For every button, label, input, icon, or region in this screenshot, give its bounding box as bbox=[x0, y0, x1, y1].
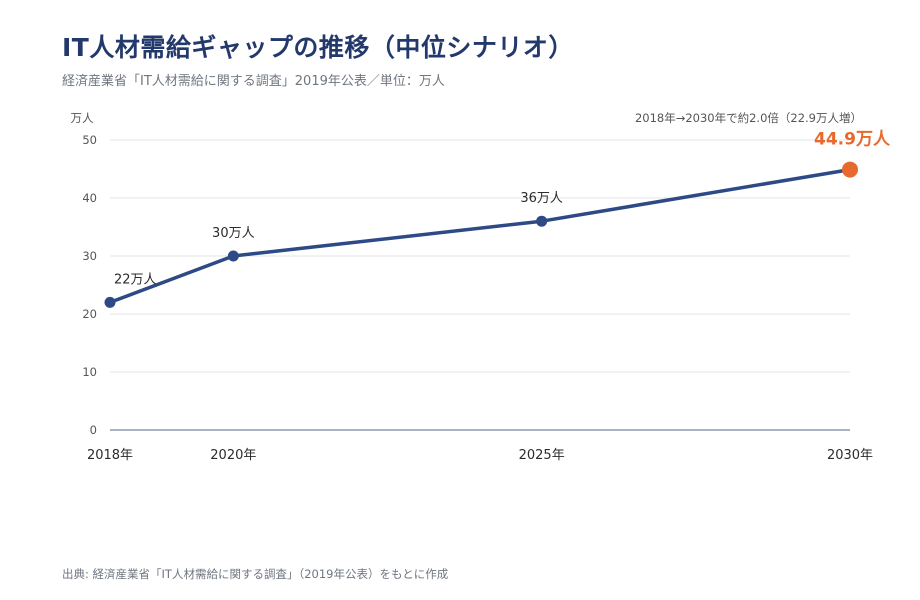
y-axis-unit-label: 万人 bbox=[71, 111, 94, 125]
data-point bbox=[227, 250, 239, 262]
data-label: 22万人 bbox=[114, 272, 157, 287]
y-axis-ticks: 0 10 20 30 40 50 bbox=[82, 133, 97, 437]
x-tick-label: 2030年 bbox=[827, 448, 873, 463]
x-tick-label: 2018年 bbox=[87, 448, 133, 463]
data-label: 36万人 bbox=[520, 191, 563, 206]
y-tick-label: 50 bbox=[82, 133, 97, 147]
y-tick-label: 0 bbox=[90, 423, 97, 437]
gridlines bbox=[110, 139, 850, 373]
data-labels: 22万人 30万人 36万人 44.9万人 bbox=[114, 130, 891, 288]
x-axis-ticks: 2018年 2020年 2025年 2030年 bbox=[87, 448, 873, 463]
y-tick-label: 20 bbox=[82, 307, 97, 321]
data-points bbox=[104, 161, 858, 308]
data-label: 30万人 bbox=[212, 226, 255, 241]
data-point bbox=[536, 215, 548, 227]
data-point-highlight bbox=[842, 161, 858, 178]
growth-annotation: 2018年→2030年で約2.0倍（22.9万人増） bbox=[635, 111, 862, 125]
y-tick-label: 30 bbox=[82, 249, 97, 263]
data-label-highlight: 44.9万人 bbox=[814, 130, 891, 150]
source-note: 出典: 経済産業省「IT人材需給に関する調査」（2019年公表）をもとに作成 bbox=[62, 567, 449, 581]
x-tick-label: 2025年 bbox=[519, 448, 565, 463]
y-tick-label: 40 bbox=[82, 191, 97, 205]
series-line bbox=[108, 167, 852, 305]
chart-title: IT人材需給ギャップの推移（中位シナリオ） bbox=[62, 33, 574, 62]
chart-subtitle: 経済産業省「IT人材需給に関する調査」2019年公表／単位：万人 bbox=[62, 74, 445, 89]
y-tick-label: 10 bbox=[82, 365, 97, 379]
data-point bbox=[104, 296, 116, 308]
x-tick-label: 2020年 bbox=[210, 448, 256, 463]
